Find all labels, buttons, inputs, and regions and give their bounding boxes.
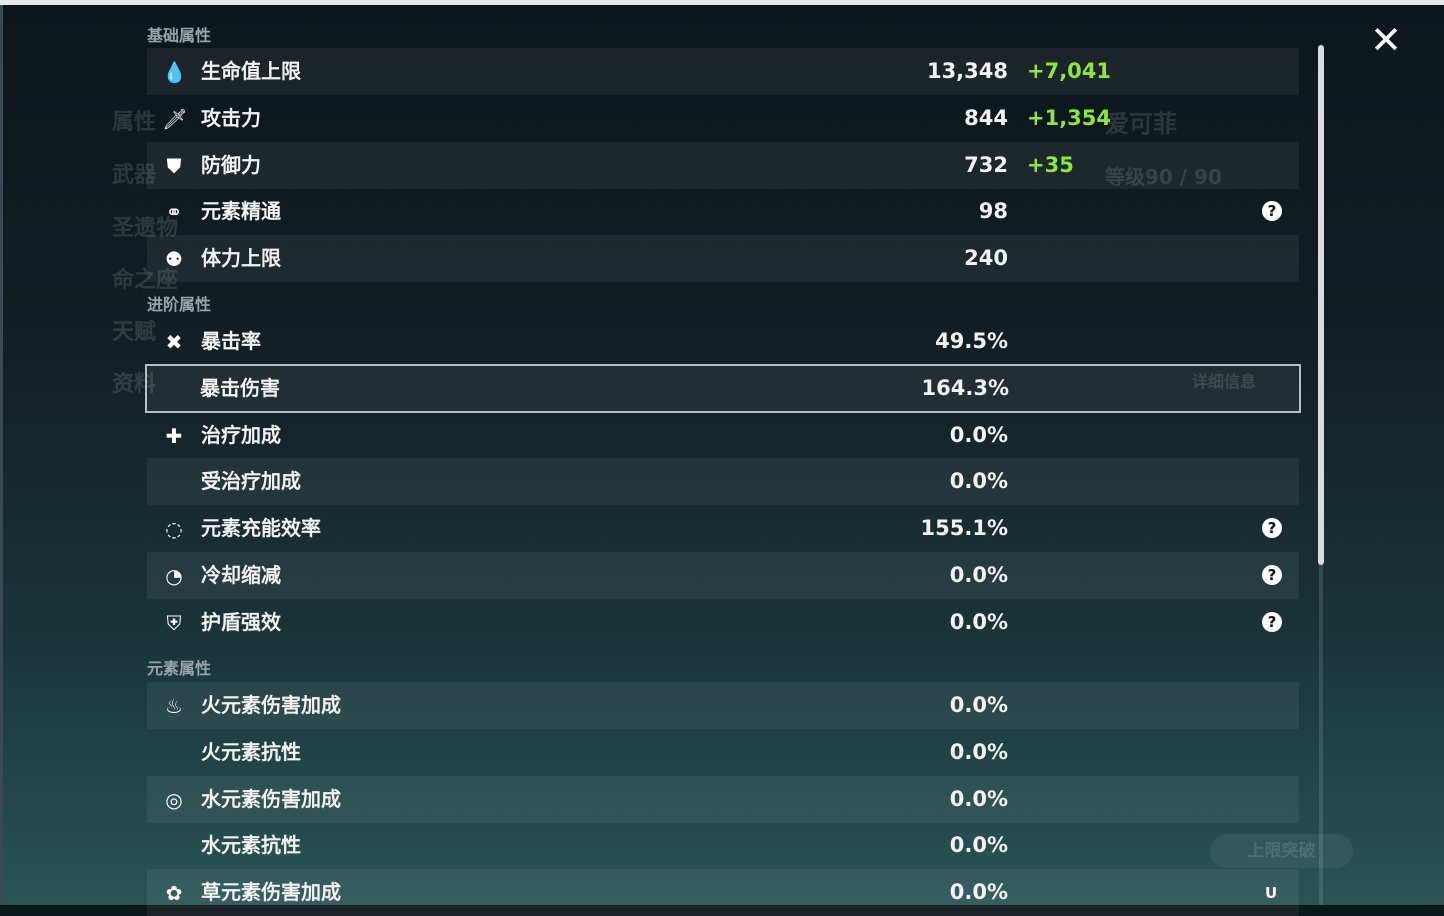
stat-value: 732 <box>964 152 1008 177</box>
crit-rate-icon: ✖ <box>165 330 183 354</box>
stat-row[interactable]: ⚉ 体力上限 240 <box>147 235 1299 283</box>
pyro-icon: ♨ <box>165 694 183 718</box>
stat-value: 164.3% <box>921 375 1009 400</box>
crit-dmg-icon <box>161 377 185 401</box>
stat-bonus: +1,354 <box>1027 105 1112 130</box>
help-icon[interactable]: ? <box>1262 565 1282 585</box>
stat-label: 水元素伤害加成 <box>201 786 341 811</box>
stat-value: 240 <box>964 246 1008 271</box>
stat-row[interactable]: ⛊ 防御力 732 +35 <box>147 141 1299 189</box>
section-title: 进阶属性 <box>147 295 212 314</box>
stat-row[interactable]: 暴击伤害 164.3% <box>145 363 1301 413</box>
stat-value: 0.0% <box>949 693 1008 717</box>
stat-value: 0.0% <box>949 469 1008 494</box>
dendro-icon: ✿ <box>165 881 183 906</box>
bg-tab-constellation[interactable]: 命之座 <box>112 268 179 293</box>
stat-label: 攻击力 <box>201 105 261 130</box>
window-top-border <box>0 0 1444 5</box>
cooldown-icon: ◔ <box>165 564 183 588</box>
stat-row[interactable]: ✚ 治疗加成 0.0% <box>147 412 1299 459</box>
stat-value: 0.0% <box>949 609 1008 634</box>
energy-recharge-icon: ◌ <box>165 517 183 542</box>
stamina-icon: ⚉ <box>165 247 183 272</box>
stat-label: 暴击伤害 <box>200 375 280 400</box>
shield-icon: ⛊ <box>166 153 182 178</box>
stat-label: 元素充能效率 <box>201 516 321 541</box>
stat-value: 0.0% <box>949 833 1008 858</box>
hp-drop-icon: 💧 <box>162 60 187 84</box>
stat-label: 治疗加成 <box>201 422 281 447</box>
stat-value: 0.0% <box>949 880 1008 905</box>
elemental-mastery-icon: ⚭ <box>165 200 183 225</box>
stat-label: 水元素抗性 <box>201 833 301 858</box>
stat-row[interactable]: ♨ 火元素伤害加成 0.0% <box>147 682 1299 729</box>
stat-label: 元素精通 <box>201 199 281 224</box>
stat-row[interactable]: 火元素抗性 0.0% <box>147 729 1299 776</box>
bg-tab-talents[interactable]: 天赋 <box>112 320 157 345</box>
stat-row[interactable]: ⛨ 护盾强效 0.0%? <box>147 599 1299 646</box>
stat-row[interactable]: 🗡 攻击力 844 +1,354 <box>147 95 1299 142</box>
stat-bonus: +7,041 <box>1027 59 1112 83</box>
bg-tab-profile[interactable]: 资料 <box>112 372 157 397</box>
section-title: 基础属性 <box>147 26 212 45</box>
stat-label: 火元素抗性 <box>201 739 301 764</box>
bg-ascend-button[interactable]: 上限突破 <box>1210 834 1353 868</box>
stat-row[interactable]: ✿ 草元素伤害加成 0.0% <box>147 869 1299 916</box>
stat-row[interactable]: 水元素抗性 0.0% <box>147 822 1299 869</box>
hydro-icon: ◎ <box>165 787 183 812</box>
bg-character-level: 等级90 / 90 <box>1105 165 1222 189</box>
stat-row[interactable]: ⚭ 元素精通 98? <box>147 188 1299 235</box>
stat-label: 护盾强效 <box>201 609 281 634</box>
stat-label: 生命值上限 <box>201 59 301 83</box>
stat-label: 受治疗加成 <box>201 469 301 494</box>
bg-character-name: 爱可菲 <box>1105 110 1177 138</box>
stat-label: 暴击率 <box>201 329 261 353</box>
bg-details-button[interactable]: 详细信息 <box>1192 372 1257 391</box>
stat-row[interactable]: ◌ 元素充能效率 155.1%? <box>147 505 1299 552</box>
stat-value: 0.0% <box>949 422 1008 447</box>
stat-row[interactable]: ◎ 水元素伤害加成 0.0% <box>147 775 1299 823</box>
shield-strength-icon: ⛨ <box>166 610 182 635</box>
stat-value: 98 <box>978 199 1008 224</box>
stat-bonus: +35 <box>1027 152 1074 177</box>
stat-value: 13,348 <box>926 59 1008 83</box>
help-icon[interactable]: ? <box>1262 611 1282 632</box>
window-left-border <box>0 5 3 905</box>
stat-row[interactable]: ✖ 暴击率 49.5% <box>147 318 1299 365</box>
stat-value: 0.0% <box>949 563 1008 587</box>
stat-value: 0.0% <box>949 739 1008 764</box>
stat-row[interactable]: 💧 生命值上限 13,348 +7,041 <box>147 48 1299 95</box>
stat-row[interactable]: ◔ 冷却缩减 0.0%? <box>147 552 1299 599</box>
stat-value: 49.5% <box>935 329 1008 353</box>
bg-tab-attributes[interactable]: 属性 <box>112 110 157 135</box>
stat-label: 草元素伤害加成 <box>201 880 341 905</box>
section-title: 元素属性 <box>147 659 212 678</box>
stat-row[interactable]: 受治疗加成 0.0% <box>147 458 1299 506</box>
close-button[interactable]: ✕ <box>1370 18 1402 62</box>
stat-label: 体力上限 <box>201 246 281 271</box>
watermark: U <box>1265 884 1278 902</box>
bg-tab-artifacts[interactable]: 圣遗物 <box>112 216 179 241</box>
stat-label: 防御力 <box>201 152 261 177</box>
bg-tab-weapon[interactable]: 武器 <box>112 163 157 188</box>
stat-label: 火元素伤害加成 <box>201 693 341 717</box>
help-icon[interactable]: ? <box>1262 201 1282 222</box>
help-icon[interactable]: ? <box>1262 518 1282 539</box>
stat-value: 0.0% <box>949 786 1008 811</box>
sword-icon: 🗡 <box>162 106 188 131</box>
healing-cross-icon: ✚ <box>165 423 183 448</box>
scrollbar-thumb[interactable] <box>1318 45 1324 565</box>
stat-value: 844 <box>964 105 1008 130</box>
stat-label: 冷却缩减 <box>201 563 281 587</box>
stat-value: 155.1% <box>920 516 1008 541</box>
